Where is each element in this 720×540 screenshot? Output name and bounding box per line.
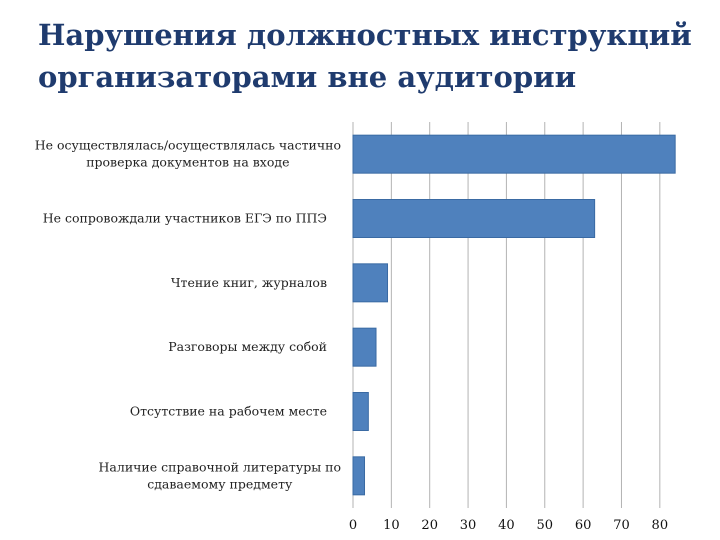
x-tick-label-8: 80	[652, 518, 669, 533]
page-title: Нарушения должностных инструкций организ…	[38, 14, 698, 98]
category-label-0-1: проверка документов на входе	[86, 155, 289, 170]
bar-0	[352, 134, 676, 174]
tick-label-layer: 0 10 20 30 40 50 60 70 80	[349, 518, 668, 533]
bar-2	[352, 263, 389, 303]
bar-layer	[352, 134, 676, 496]
bar-4	[352, 392, 369, 431]
category-label-5-0: Наличие справочной литературы по	[99, 459, 341, 474]
x-tick-label-6: 60	[575, 518, 592, 533]
grid-layer	[352, 122, 661, 508]
x-tick-label-5: 50	[536, 518, 553, 533]
bar-5	[352, 456, 366, 496]
x-tick-label-3: 30	[460, 518, 477, 533]
x-tick-label-4: 40	[498, 518, 515, 533]
category-label-5-1: сдаваемому предмету	[147, 476, 293, 491]
category-label-0-0: Не осуществлялась/осуществлялась частичн…	[35, 138, 341, 153]
category-label-2-0: Чтение книг, журналов	[171, 275, 327, 290]
x-tick-label-7: 70	[613, 518, 630, 533]
x-tick-label-0: 0	[349, 518, 357, 533]
category-label-4-0: Отсутствие на рабочем месте	[130, 404, 327, 419]
bar-1	[352, 199, 596, 238]
bar-3	[352, 327, 377, 367]
x-tick-label-1: 10	[383, 518, 400, 533]
page-title-line-1: Нарушения должностных инструкций	[38, 18, 692, 52]
category-label-layer: Не осуществлялась/осуществлялась частичн…	[35, 138, 341, 492]
category-label-1-0: Не сопровождали участников ЕГЭ по ППЭ	[43, 211, 327, 226]
category-label-3-0: Разговоры между собой	[168, 339, 327, 354]
page-title-line-2: организаторами вне аудитории	[38, 60, 577, 94]
x-tick-label-2: 20	[421, 518, 438, 533]
